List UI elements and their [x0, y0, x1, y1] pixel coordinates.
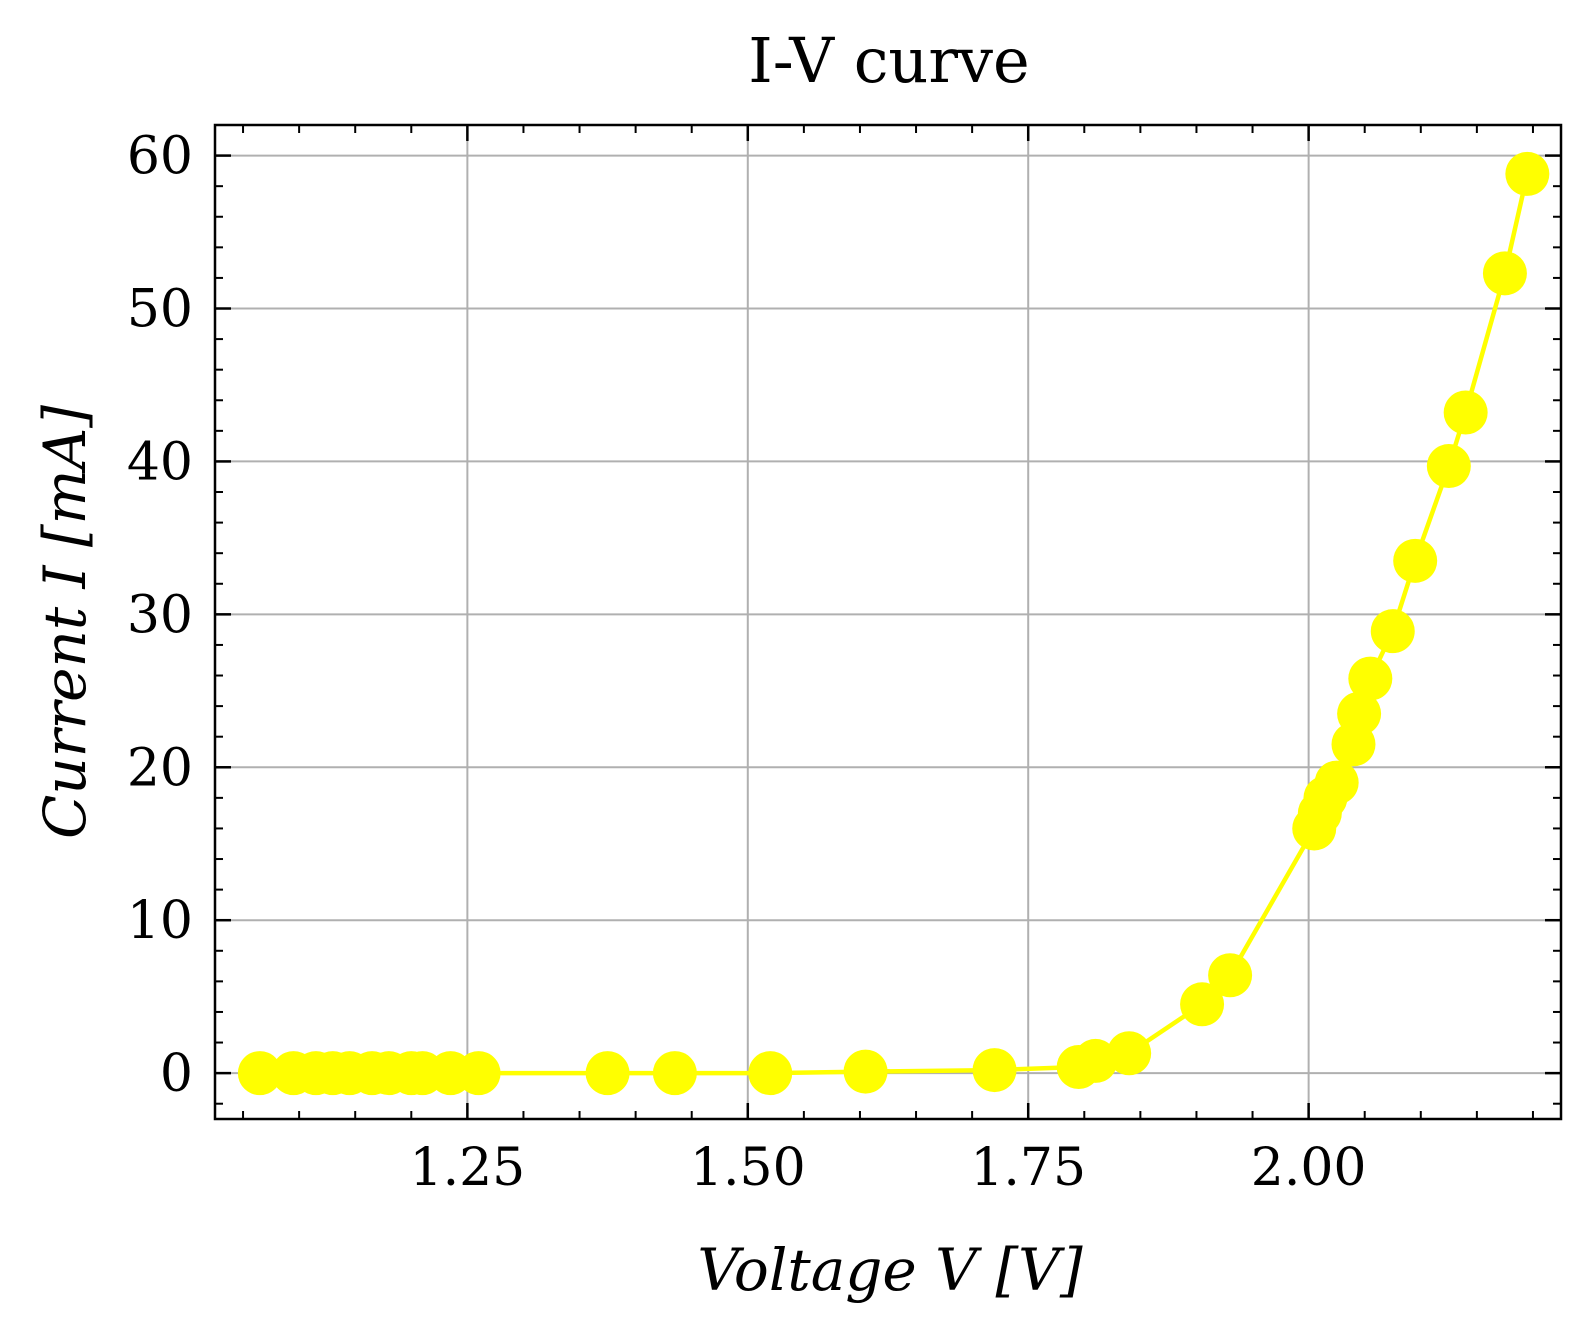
y-tick-label: 20 — [127, 738, 193, 798]
y-tick-label: 0 — [160, 1044, 193, 1104]
data-point — [1393, 538, 1438, 583]
y-tick-label: 60 — [127, 127, 193, 187]
data-point — [1348, 656, 1393, 701]
data-point — [1505, 151, 1550, 196]
y-tick-label: 50 — [127, 280, 193, 340]
x-tick-label: 2.00 — [1251, 1138, 1367, 1198]
tick-labels: 1.25 1.50 1.75 2.00 0 10 20 30 40 50 60 — [127, 127, 1367, 1198]
y-axis-label: Current I [mA] — [31, 405, 99, 839]
chart-title: I-V curve — [748, 24, 1029, 97]
data-point — [1443, 390, 1488, 435]
data-point — [1107, 1031, 1152, 1076]
data-point — [1482, 251, 1527, 296]
axis-ticks — [215, 124, 1561, 1119]
y-tick-label: 40 — [127, 432, 193, 492]
data-point — [972, 1048, 1017, 1093]
data-point — [1073, 1038, 1118, 1083]
data-point — [1337, 691, 1382, 736]
series-iv — [237, 151, 1550, 1096]
data-point — [1426, 444, 1471, 489]
data-point — [237, 1051, 282, 1096]
data-point — [843, 1049, 888, 1094]
x-tick-label: 1.75 — [970, 1138, 1086, 1198]
data-point — [1314, 760, 1359, 805]
x-tick-label: 1.50 — [690, 1138, 806, 1198]
y-tick-label: 30 — [127, 585, 193, 645]
data-point — [1370, 609, 1415, 654]
data-point — [1180, 982, 1225, 1027]
data-point — [585, 1051, 630, 1096]
data-point — [652, 1051, 697, 1096]
data-point — [456, 1051, 501, 1096]
plot-frame — [213, 123, 1563, 1121]
grid-lines — [215, 125, 1561, 1119]
x-tick-label: 1.25 — [409, 1138, 525, 1198]
y-tick-label: 10 — [127, 891, 193, 951]
data-point — [748, 1051, 793, 1096]
data-point — [1208, 953, 1253, 998]
x-axis-label: Voltage V [V] — [697, 1236, 1083, 1304]
